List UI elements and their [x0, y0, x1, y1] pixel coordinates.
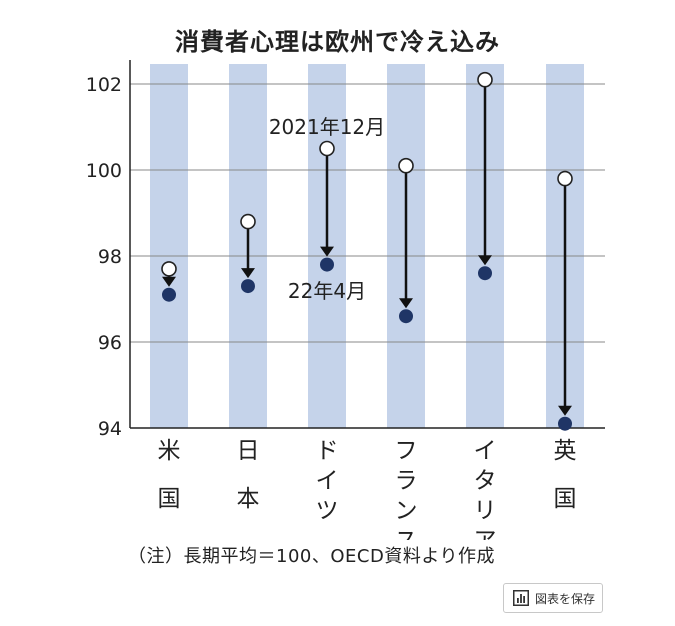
annotation-2022-04: 22年4月 — [288, 279, 366, 303]
arrow-head — [399, 298, 413, 309]
arrow-head — [558, 405, 572, 416]
chart-icon — [513, 590, 529, 606]
chart-title: 消費者心理は欧州で冷え込み — [175, 28, 500, 56]
point-2021-12 — [319, 140, 335, 157]
point-2022-04 — [241, 279, 255, 294]
arrow-head — [320, 246, 334, 257]
category-band — [150, 64, 188, 428]
category-label: 米国 — [158, 438, 181, 512]
point-2021-12 — [161, 261, 177, 277]
category-label: イタリア — [474, 438, 497, 540]
y-tick-label: 94 — [98, 418, 122, 440]
point-2022-04 — [558, 416, 572, 431]
arrow-head — [162, 276, 176, 287]
y-tick-label: 102 — [86, 74, 122, 96]
chart-note: （注）長期平均＝100、OECD資料より作成 — [128, 546, 495, 567]
save-button-label: 図表を保存 — [535, 591, 596, 606]
point-2022-04 — [399, 309, 413, 324]
y-tick-label: 98 — [98, 246, 122, 268]
category-label: フランス — [395, 438, 418, 540]
point-2021-12 — [240, 213, 256, 230]
annotation-2021-12: 2021年12月 — [269, 115, 385, 139]
arrow-head — [478, 255, 492, 266]
point-2022-04 — [478, 266, 492, 281]
save-chart-button[interactable]: 図表を保存 — [503, 583, 603, 613]
point-2021-12 — [557, 170, 573, 187]
category-label: 英国 — [554, 438, 577, 512]
point-2022-04 — [162, 287, 176, 302]
category-label: ドイツ — [316, 438, 339, 524]
arrow-head — [241, 268, 255, 279]
y-tick-label: 100 — [86, 160, 122, 182]
point-2021-12 — [477, 71, 493, 88]
point-2022-04 — [320, 257, 334, 272]
y-tick-label: 96 — [98, 332, 122, 354]
point-2021-12 — [398, 157, 414, 174]
category-label: 日本 — [237, 438, 260, 512]
